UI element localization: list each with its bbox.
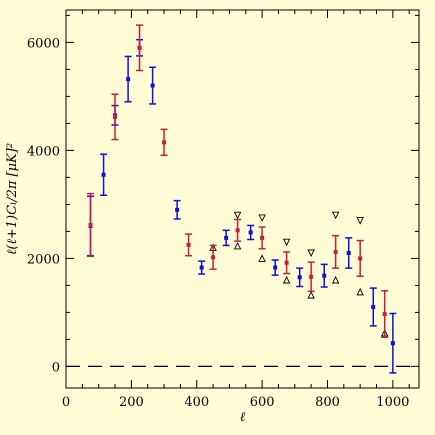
x-tick-label: 400 [184, 395, 209, 410]
triangle-up-marker [282, 275, 291, 284]
point-marker [371, 305, 376, 309]
point-marker [101, 172, 106, 177]
blue-data-point [296, 267, 304, 288]
point-marker [211, 255, 216, 260]
triangle-up-marker [307, 291, 315, 299]
red-data-point [307, 261, 315, 293]
red-data-point [111, 93, 119, 141]
blue-data-point [247, 224, 255, 241]
point-marker [199, 265, 204, 270]
red-data-point [234, 218, 242, 242]
x-axis-title: ℓ [240, 410, 246, 425]
point-marker [333, 249, 338, 254]
point-marker [162, 140, 167, 145]
triangle-up-marker [258, 254, 266, 262]
blue-data-point [198, 260, 206, 275]
point-marker [126, 77, 131, 82]
y-tick-label: 2000 [27, 252, 60, 267]
x-tick-label: 600 [250, 395, 275, 410]
blue-data-point [389, 312, 397, 374]
red-data-point [356, 239, 364, 277]
point-marker [346, 251, 351, 255]
x-tick-label: 200 [119, 395, 144, 410]
blue-data-point [100, 153, 108, 196]
y-tick-label: 4000 [27, 144, 60, 159]
blue-data-point [222, 229, 230, 247]
point-marker [175, 207, 180, 212]
red-data-point [209, 244, 217, 270]
point-marker [88, 222, 93, 227]
x-tick-label: 1000 [376, 395, 409, 410]
triangle-down-marker [258, 214, 266, 222]
point-marker [390, 341, 395, 346]
triangle-down-marker [233, 211, 242, 220]
point-marker [382, 312, 387, 317]
axis-ticks [65, 10, 419, 388]
triangle-down-marker [282, 238, 291, 247]
triangle-up-marker [233, 241, 242, 250]
blue-data-point [320, 263, 328, 288]
red-data-point [381, 290, 389, 338]
red-data-point [283, 251, 291, 275]
point-marker [235, 228, 240, 233]
point-marker [150, 83, 155, 88]
y-tick-label: 6000 [27, 36, 60, 51]
blue-data-point [149, 66, 157, 105]
red-data-point [136, 24, 144, 72]
triangle-down-marker [331, 211, 340, 220]
point-marker [273, 265, 278, 270]
point-marker [309, 274, 314, 279]
blue-data-point [345, 237, 353, 269]
triangle-up-marker [356, 287, 364, 296]
blue-data-point [369, 287, 377, 327]
plot-area [66, 24, 419, 374]
red-data-point [258, 226, 266, 250]
red-data-point [332, 234, 340, 269]
plot-frame [65, 9, 420, 389]
blue-data-point [173, 199, 181, 220]
triangle-down-marker [307, 249, 315, 258]
triangle-down-marker [356, 217, 364, 225]
blue-data-point [124, 55, 132, 103]
point-marker [358, 256, 363, 261]
y-tick-label: 0 [52, 360, 60, 375]
point-marker [137, 45, 142, 50]
blue-data-point [271, 259, 279, 276]
point-marker [113, 114, 118, 119]
point-marker [248, 230, 253, 235]
y-axis-title: ℓ(ℓ+1)Cₗ/2π [μK]² [5, 143, 20, 255]
x-tick-label: 800 [315, 395, 340, 410]
point-marker [284, 260, 289, 265]
red-data-point [160, 128, 168, 157]
red-data-point [185, 233, 193, 257]
point-marker [224, 235, 229, 240]
point-marker [322, 273, 327, 278]
tick-labels: 0 200 400 600 800 1000 0 2000 4000 6000 [27, 36, 409, 410]
point-marker [186, 242, 191, 247]
x-tick-label: 0 [62, 395, 70, 410]
point-marker [260, 235, 265, 240]
red-data-point [87, 192, 95, 257]
triangle-up-marker [331, 275, 340, 284]
point-marker [297, 275, 302, 280]
